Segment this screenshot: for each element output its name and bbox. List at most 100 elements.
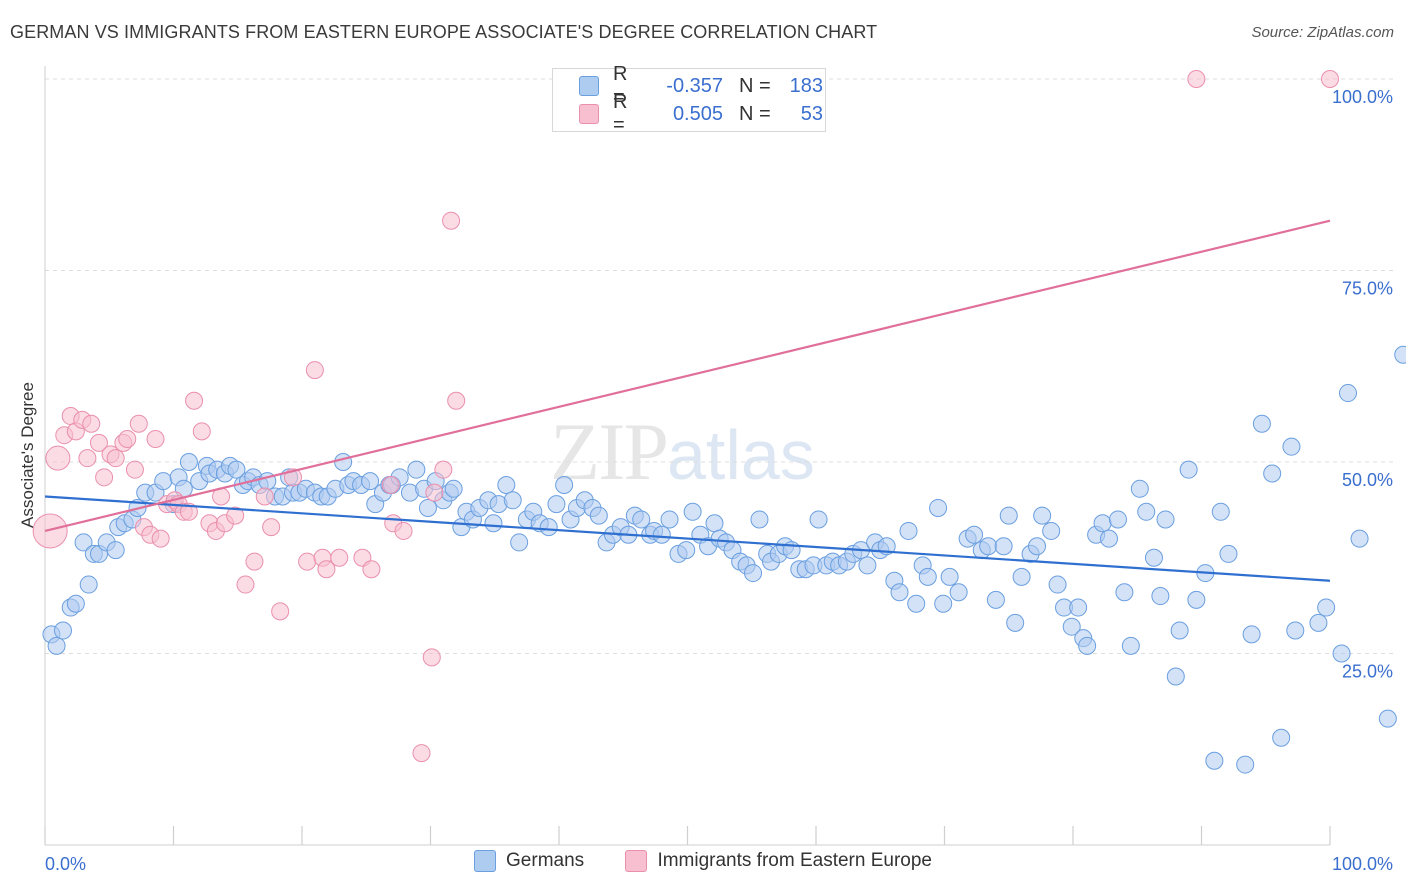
- data-point: [929, 498, 948, 517]
- data-point: [809, 510, 828, 529]
- data-point: [589, 506, 608, 525]
- data-point: [1166, 667, 1185, 686]
- y-tick-label: 25.0%: [1342, 662, 1393, 682]
- data-point: [362, 560, 381, 579]
- data-point: [106, 449, 125, 468]
- data-point: [934, 594, 953, 613]
- data-point: [95, 468, 114, 487]
- data-point: [1272, 728, 1291, 747]
- data-point: [330, 548, 349, 567]
- stat-r-value: -0.357: [666, 74, 723, 97]
- data-point: [1048, 575, 1067, 594]
- chart-source: Source: ZipAtlas.com: [1251, 24, 1394, 41]
- data-point: [1219, 544, 1238, 563]
- data-point: [705, 514, 724, 533]
- data-point: [1028, 537, 1047, 556]
- stats-legend: R = -0.357 N = 183 R = 0.505 N = 53: [552, 63, 826, 136]
- stat-swatch-immigrants: [579, 104, 599, 124]
- data-point: [1263, 464, 1282, 483]
- data-point: [179, 502, 198, 521]
- legend-label-germans: Germans: [506, 850, 585, 871]
- data-point: [940, 567, 959, 586]
- data-point: [1350, 529, 1369, 548]
- data-point: [89, 433, 108, 452]
- data-point: [412, 744, 431, 763]
- data-point: [1093, 514, 1112, 533]
- data-point: [1394, 345, 1406, 364]
- bottom-legend: Germans Immigrants from Eastern Europe: [0, 850, 1406, 878]
- data-point: [78, 449, 97, 468]
- data-point: [986, 590, 1005, 609]
- data-point: [677, 541, 696, 560]
- data-point: [1130, 479, 1149, 498]
- data-point: [179, 453, 198, 471]
- y-tick-label: 75.0%: [1342, 279, 1393, 299]
- stat-row-germans: R = -0.357 N = 183: [579, 63, 823, 108]
- series-immigrants: [32, 70, 1339, 763]
- data-point: [1378, 709, 1397, 728]
- data-point: [1099, 529, 1118, 548]
- data-point: [262, 518, 281, 537]
- data-point: [407, 460, 426, 479]
- data-point: [1156, 510, 1175, 529]
- data-point: [361, 472, 380, 491]
- data-point: [125, 460, 144, 479]
- data-point: [53, 621, 72, 640]
- y-tick-label: 50.0%: [1342, 470, 1393, 490]
- data-point: [1069, 598, 1088, 617]
- data-point: [47, 636, 66, 655]
- data-point: [334, 453, 353, 471]
- data-point: [106, 541, 125, 560]
- data-point: [744, 564, 763, 583]
- data-point: [1151, 587, 1170, 606]
- axes: [44, 66, 1331, 846]
- data-point: [1078, 636, 1097, 655]
- data-point: [298, 552, 317, 571]
- data-point: [447, 391, 466, 410]
- data-point: [151, 529, 170, 548]
- data-point: [497, 475, 516, 494]
- data-point: [1286, 621, 1305, 640]
- stat-r-value: 0.505: [672, 102, 723, 125]
- data-point: [45, 445, 71, 471]
- data-point: [255, 487, 274, 506]
- data-point: [394, 521, 413, 540]
- data-point: [1115, 583, 1134, 602]
- stat-swatch-germans: [579, 76, 599, 96]
- stat-r-label: R =: [613, 63, 628, 108]
- data-point: [510, 533, 529, 552]
- data-point: [1144, 548, 1163, 567]
- data-point: [484, 514, 503, 533]
- data-point: [32, 513, 68, 549]
- chart-title: GERMAN VS IMMIGRANTS FROM EASTERN EUROPE…: [10, 22, 878, 42]
- data-point: [185, 391, 204, 410]
- stat-n-label: N =: [739, 102, 771, 125]
- data-point: [192, 422, 211, 441]
- data-point: [979, 537, 998, 556]
- data-point: [1338, 384, 1357, 403]
- data-point: [425, 483, 444, 502]
- data-point: [750, 510, 769, 529]
- data-point: [236, 575, 255, 594]
- data-point: [949, 583, 968, 602]
- data-point: [227, 460, 246, 479]
- data-point: [1006, 613, 1025, 632]
- data-point: [1309, 613, 1328, 632]
- data-point: [1012, 567, 1031, 586]
- data-point: [503, 491, 522, 510]
- data-point: [1179, 460, 1198, 479]
- data-point: [907, 594, 926, 613]
- data-point: [1242, 625, 1261, 644]
- data-point: [1332, 644, 1351, 663]
- data-point: [129, 414, 148, 433]
- data-point: [118, 430, 137, 449]
- data-point: [652, 525, 671, 544]
- data-point: [79, 575, 98, 594]
- x-tick-label: 100.0%: [1332, 854, 1393, 874]
- legend-swatch-immigrants: [625, 850, 648, 872]
- data-point: [965, 525, 984, 544]
- data-point: [994, 537, 1013, 556]
- data-point: [1282, 437, 1301, 456]
- data-point: [999, 506, 1018, 525]
- data-point: [442, 211, 461, 230]
